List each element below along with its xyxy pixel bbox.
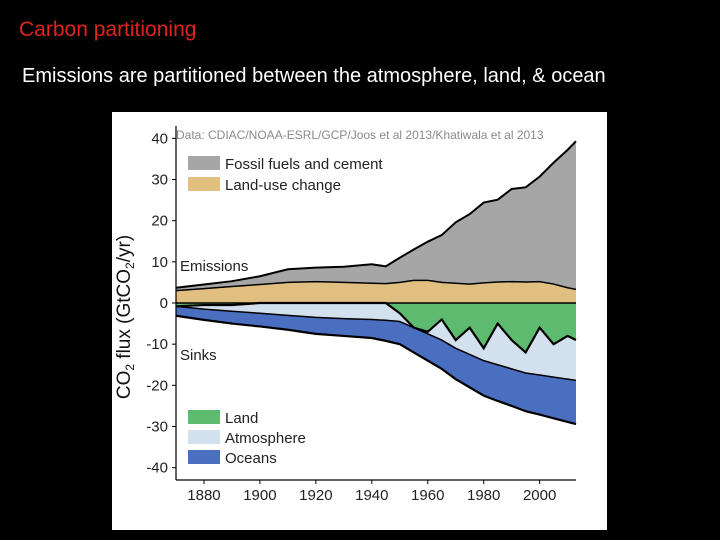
y-tick-label: -30 [146,418,168,435]
y-tick-label: 30 [151,172,168,189]
legend-swatch [188,156,220,170]
line-total-emissions [175,140,577,289]
co2-flux-chart: Data: CDIAC/NOAA-ESRL/GCP/Joos et al 201… [114,126,577,504]
legend-label: Oceans [225,450,277,467]
y-axis-label: CO2 flux (GtCO2/yr) [114,235,137,399]
y-tick-label: 20 [151,213,168,230]
y-tick-label: -10 [146,336,168,353]
slide-subtitle: Emissions are partitioned between the at… [22,65,606,87]
y-tick-label: -20 [146,377,168,394]
legend: Fossil fuels and cement Land-use change La… [188,156,383,467]
x-tick-label: 1960 [411,487,444,504]
legend-label: Fossil fuels and cement [225,156,383,173]
source-note: Data: CDIAC/NOAA-ESRL/GCP/Joos et al 201… [176,128,544,142]
legend-swatch [188,410,220,424]
y-tick-label: -40 [146,460,168,477]
line-atmosphere [175,305,577,382]
annotation-sinks: Sinks [180,347,217,364]
chart-figure: Data: CDIAC/NOAA-ESRL/GCP/Joos et al 201… [112,112,607,530]
x-tick-label: 1980 [467,487,500,504]
plot-area [175,140,577,426]
x-tick-label: 1920 [299,487,332,504]
x-tick-label: 1940 [355,487,388,504]
y-tick-label: 10 [151,254,168,271]
area-oceans [176,306,576,425]
area-land-use-change [176,280,576,303]
line-land-use [175,279,577,292]
slide-title: Carbon partitioning [19,18,197,41]
legend-label: Land-use change [225,177,341,194]
legend-swatch [188,450,220,464]
legend-swatch [188,177,220,191]
legend-label: Atmosphere [225,430,306,447]
area-land-sink [176,303,576,353]
annotation-emissions: Emissions [180,258,248,275]
legend-swatch [188,430,220,444]
line-total-sinks [175,314,577,426]
axes: 40 30 20 10 0 -10 -20 -30 -40 1880 1900 1920 1940 196… [146,126,576,504]
x-tick-label: 1880 [187,487,220,504]
y-tick-label: 0 [160,295,168,312]
y-tick-label: 40 [151,130,168,147]
area-fossil-fuels [176,141,576,291]
x-tick-label: 2000 [523,487,556,504]
x-tick-label: 1900 [243,487,276,504]
legend-label: Land [225,410,258,427]
